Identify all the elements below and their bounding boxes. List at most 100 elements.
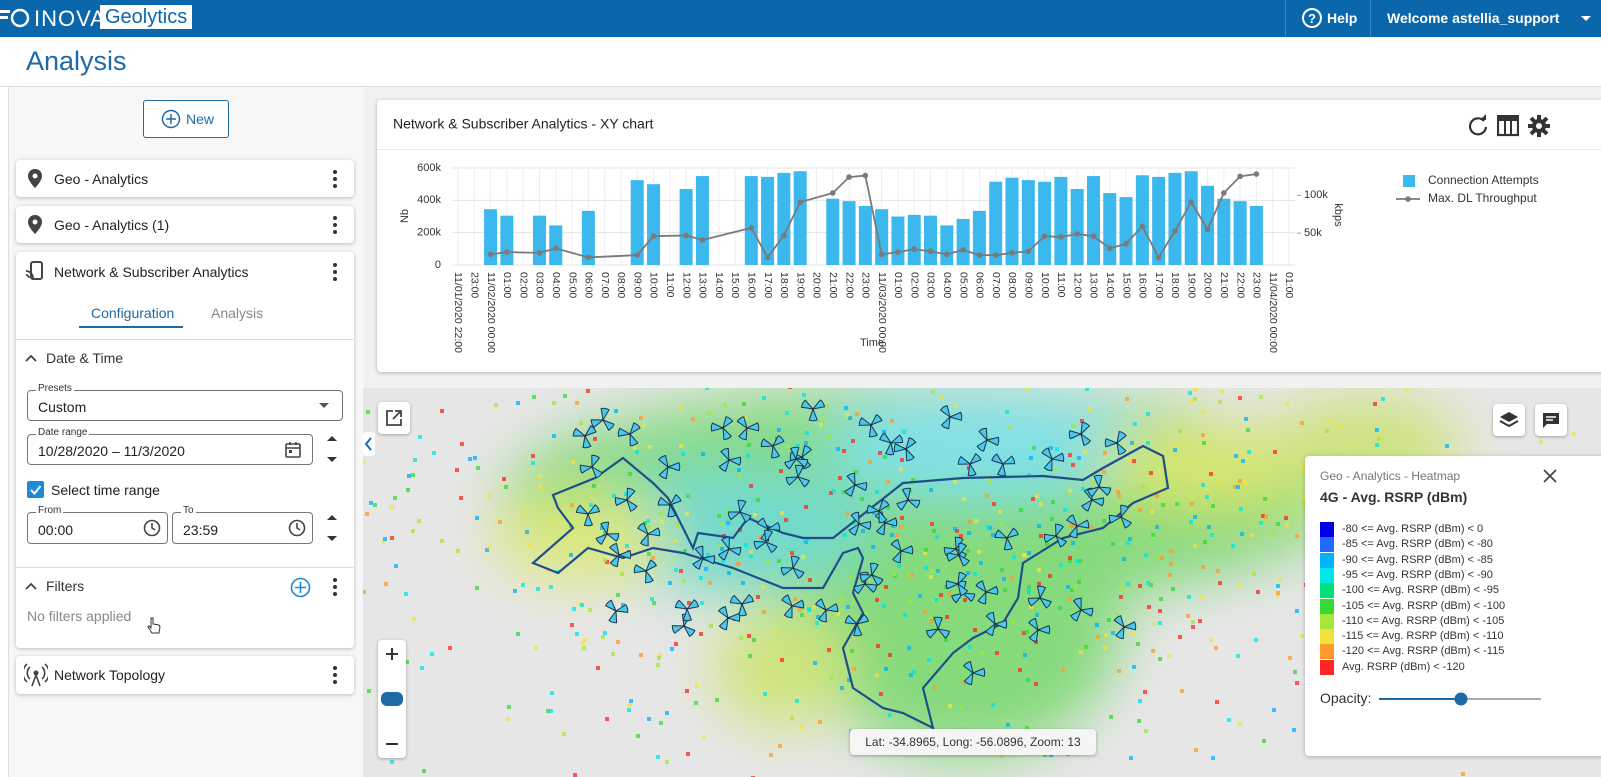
heat-cell [929, 575, 933, 579]
tab[interactable]: Analysis [211, 305, 264, 321]
bar [1184, 171, 1198, 265]
collapse-tab[interactable] [363, 432, 375, 456]
heat-cell [1132, 665, 1136, 669]
stepper[interactable] [326, 434, 338, 464]
sector [824, 603, 839, 613]
clock-icon[interactable] [143, 519, 161, 537]
heat-cell [1055, 447, 1059, 451]
opacity-slider[interactable] [1379, 691, 1543, 707]
bar [875, 209, 889, 265]
collapse-icon[interactable] [25, 353, 37, 363]
open-external[interactable] [378, 402, 410, 434]
presets-select[interactable]: Presets Custom [27, 383, 343, 421]
line-point [1172, 228, 1178, 234]
panel-card[interactable]: Geo - Analytics [16, 160, 354, 197]
sector [975, 580, 987, 594]
heat-cell [643, 521, 647, 525]
heat-cell [966, 549, 970, 553]
bar [1249, 205, 1263, 265]
heat-cell [550, 691, 554, 695]
sector [639, 532, 649, 547]
table-icon[interactable] [1497, 115, 1519, 137]
more-menu[interactable] [333, 216, 337, 234]
opacity-label: Opacity: [1320, 690, 1372, 706]
heat-cell [1405, 388, 1409, 391]
panel-card[interactable]: Network Topology [16, 656, 354, 694]
legend-label: -105 <= Avg. RSRP (dBm) < -100 [1342, 599, 1506, 612]
more-menu[interactable] [333, 578, 337, 596]
time-to-field[interactable]: To 23:59 [172, 505, 313, 544]
heat-cell [1138, 584, 1142, 588]
x-tick-label: 10:00 [1039, 272, 1051, 298]
sector [994, 529, 1009, 539]
comments-button[interactable] [1535, 404, 1567, 436]
sector [869, 413, 883, 426]
heat-cell [1149, 471, 1153, 475]
panel-card[interactable]: Geo - Analytics (1) [16, 206, 354, 243]
sector [666, 461, 681, 472]
sector [968, 453, 982, 465]
heat-cell [1227, 718, 1231, 722]
zoom-out[interactable] [385, 737, 399, 751]
heat-cell [827, 648, 831, 652]
heat-cell [1211, 504, 1215, 508]
sector [629, 432, 639, 447]
x-tick-label: 15:00 [1120, 272, 1132, 298]
zoom-slider[interactable] [381, 692, 403, 706]
heat-cell [1012, 555, 1016, 559]
clock-icon[interactable] [288, 519, 306, 537]
x-tick-label: 21:00 [1218, 272, 1230, 298]
layers-button[interactable] [1493, 404, 1525, 436]
refresh-icon[interactable] [1466, 114, 1490, 138]
checkbox[interactable] [27, 481, 44, 498]
zoom-in[interactable] [385, 647, 399, 661]
heat-cell [709, 624, 713, 628]
divider [16, 339, 354, 340]
sector [717, 547, 730, 561]
stepper[interactable] [326, 513, 338, 543]
heat-cell [694, 701, 698, 705]
help-icon[interactable]: ? [1302, 8, 1324, 30]
settings-icon[interactable] [1527, 114, 1551, 138]
heat-cell [1147, 605, 1151, 609]
calendar-icon[interactable] [284, 441, 302, 459]
legend-label: -90 <= Avg. RSRP (dBm) < -85 [1342, 553, 1493, 566]
cell-site [657, 494, 682, 518]
heat-cell [1461, 772, 1465, 776]
line-segment [962, 248, 980, 257]
heat-cell [966, 571, 970, 575]
heat-cell [959, 706, 963, 710]
heat-cell [1250, 533, 1254, 537]
line-segment [1190, 201, 1209, 230]
time-from-field[interactable]: From 00:00 [27, 505, 168, 544]
more-menu[interactable] [333, 666, 337, 684]
more-menu[interactable] [333, 170, 337, 188]
sector [629, 422, 641, 436]
help-link[interactable]: Help [1327, 10, 1358, 26]
heat-cell [1117, 494, 1121, 498]
line-point [1058, 234, 1064, 240]
heat-cell [1151, 649, 1155, 653]
legend-swatch [1320, 552, 1334, 568]
user-menu[interactable]: Welcome astellia_support [1387, 10, 1560, 26]
cell-site [595, 521, 620, 546]
heat-cell [456, 549, 460, 553]
layers-icon [1499, 412, 1519, 428]
heat-cell [1006, 723, 1010, 727]
close-button[interactable] [1543, 469, 1557, 483]
line-point [878, 251, 885, 258]
new-button[interactable]: New [143, 100, 229, 138]
cell-site [579, 454, 603, 479]
heat-cell [650, 597, 654, 601]
heat-cell [808, 578, 812, 582]
more-menu[interactable] [333, 263, 337, 281]
x-tick-label: 06:00 [974, 272, 986, 298]
bar [630, 180, 644, 265]
bar [940, 225, 954, 265]
date-range-field[interactable]: Date range 10/28/2020 – 11/3/2020 [27, 427, 313, 465]
add-filter[interactable] [290, 577, 311, 598]
tab[interactable]: Configuration [91, 305, 175, 321]
cell-site [590, 407, 615, 431]
collapse-icon[interactable] [25, 581, 37, 591]
heat-cell [1005, 410, 1009, 414]
